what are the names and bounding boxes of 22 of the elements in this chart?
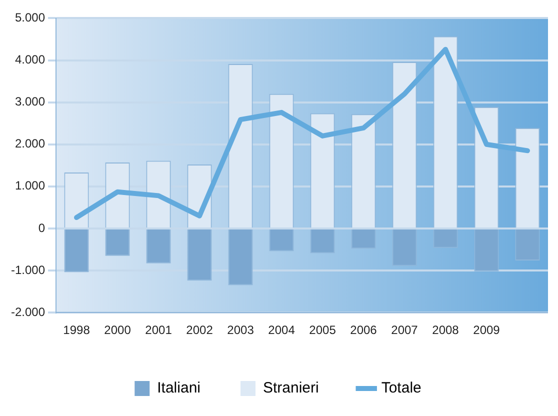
y-tick-label: 4.000 [14,52,46,67]
x-tick-label: 2008 [432,323,460,338]
legend-label: Italiani [157,380,200,397]
x-tick-label: 2005 [309,323,336,338]
y-tick-label: -1.000 [10,262,46,277]
x-tick-label: 2006 [350,323,378,338]
y-tick-label: 3.000 [14,94,46,109]
legend-label: Stranieri [262,380,319,397]
x-tick-label: 1998 [63,323,90,338]
y-tick-label: 2.000 [14,136,46,151]
y-tick-label: -2.000 [10,304,46,319]
x-tick-label: 2002 [186,323,214,338]
x-tick-label: 2009 [473,323,500,338]
legend-label: Totale [381,380,422,397]
x-tick-label: 2007 [391,323,418,338]
y-tick-label: 0 [38,220,46,235]
x-tick-label: 2001 [145,323,172,338]
x-tick-label: 2000 [104,323,132,338]
x-tick-label: 2004 [268,323,296,338]
y-tick-label: 5.000 [14,10,46,25]
x-tick-label: 2003 [227,323,254,338]
y-tick-label: 1.000 [14,178,46,193]
